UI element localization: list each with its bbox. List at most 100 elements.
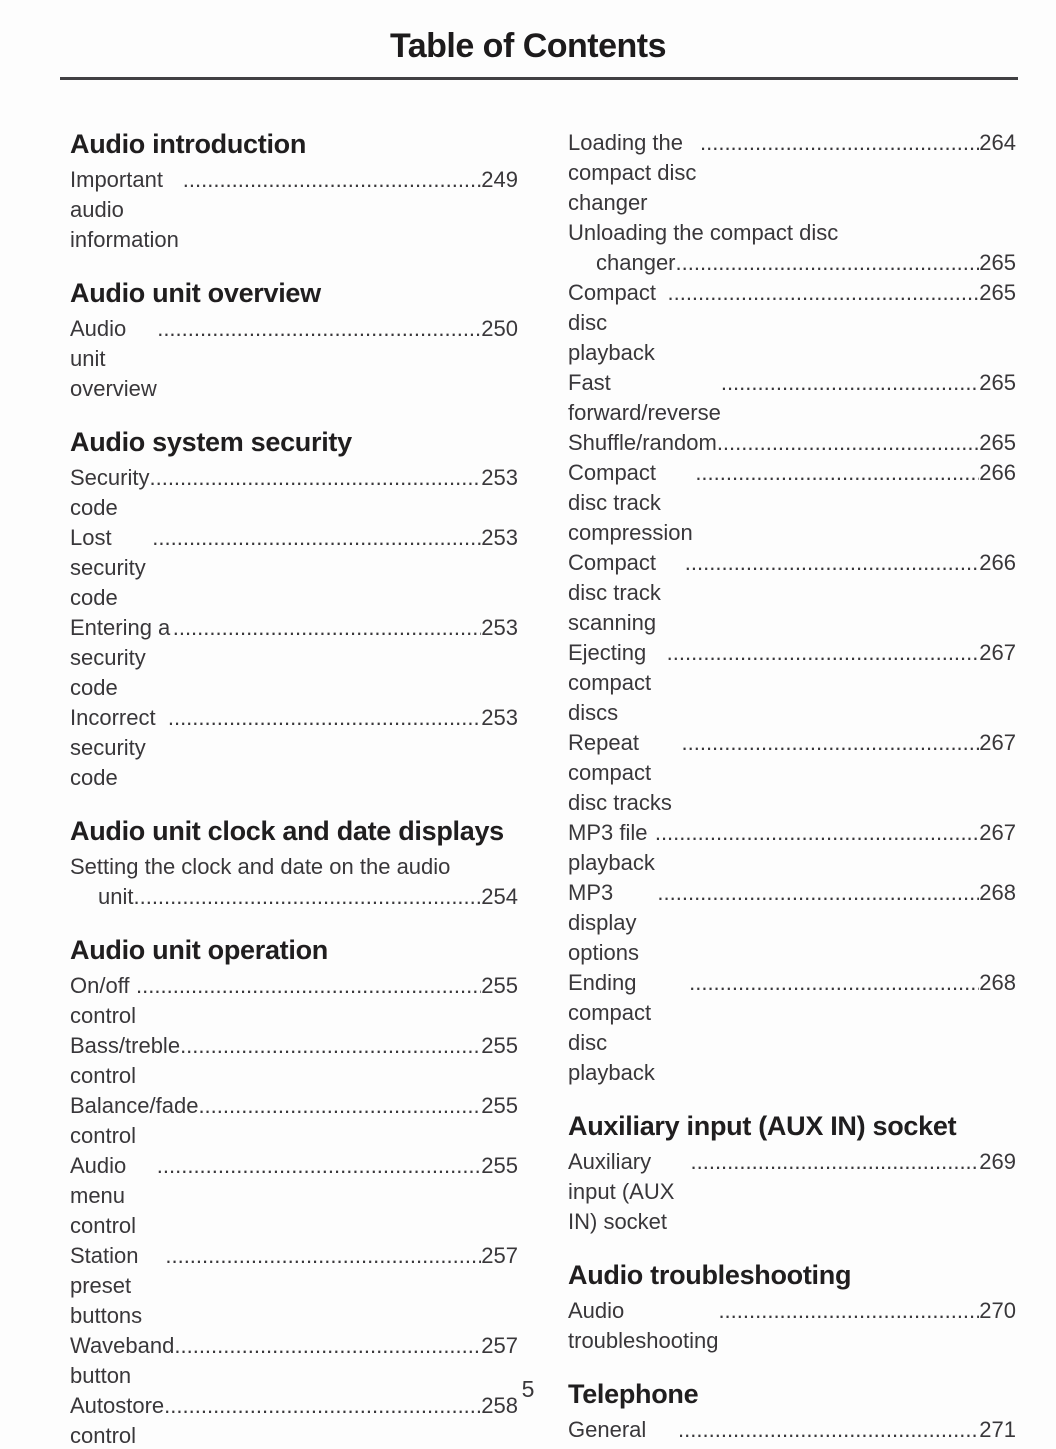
section-heading: Audio introduction (70, 129, 307, 159)
entry-label: Compact disc track compression (568, 460, 693, 545)
entry-dotted-line: Fast forward/reverse 265 (568, 368, 1016, 428)
entry-page-number: 257 (481, 1333, 518, 1358)
entry-page-number: 253 (481, 615, 518, 640)
toc-entry: MP3 file playback 267 (568, 818, 1016, 878)
toc-section: Audio unit overview Audio unit overview 25… (70, 277, 518, 404)
section-heading: Audio system security (70, 427, 352, 457)
toc-entry: Fast forward/reverse 265 (568, 368, 1016, 428)
entry-label: Lost security code (70, 525, 146, 610)
entry-page-number: 265 (979, 370, 1016, 395)
toc-column-2: Loading the compact disc changer 264 Unloa… (568, 128, 1016, 1449)
entry-label: Station preset buttons (70, 1243, 143, 1328)
entry-dotted-line: Ejecting compact discs 267 (568, 638, 1016, 728)
dot-leader (168, 703, 481, 733)
toc-entry: Repeat compact disc tracks 267 (568, 728, 1016, 818)
entry-label: Loading the compact disc changer (568, 130, 697, 215)
dot-leader (173, 613, 482, 643)
toc-section: Audio troubleshooting Audio troubleshooti… (568, 1259, 1016, 1356)
section-heading: Auxiliary input (AUX IN) socket (568, 1111, 957, 1141)
toc-entry: Shuffle/random 265 (568, 428, 1016, 458)
entry-label: Audio unit overview (70, 316, 157, 401)
entry-dotted-line: Audio menu control 255 (70, 1151, 518, 1241)
entry-dotted-line: Compact disc track scanning 266 (568, 548, 1016, 638)
entry-label: MP3 file playback (568, 820, 655, 875)
entry-dotted-line: General Information 271 (568, 1415, 1016, 1449)
entry-label: Balance/fade control (70, 1093, 199, 1148)
dot-leader (157, 314, 481, 344)
dot-leader (183, 165, 482, 195)
entry-label-line2: unit (98, 884, 134, 909)
entry-page-number: 268 (979, 970, 1016, 995)
toc-entry: Security code 253 (70, 463, 518, 523)
page-header: Table of Contents (0, 0, 1056, 66)
entry-page-number: 265 (979, 250, 1016, 275)
entry-dotted-line: MP3 file playback 267 (568, 818, 1016, 878)
section-heading: Audio unit overview (70, 278, 321, 308)
entry-page-number: 266 (979, 550, 1016, 575)
entry-page-number: 268 (979, 880, 1016, 905)
entry-label-line1: Unloading the compact disc (568, 220, 839, 245)
toc-entry: Auxiliary input (AUX IN) socket 269 (568, 1147, 1016, 1237)
entry-page-number: 271 (979, 1417, 1016, 1442)
toc-content: Audio introduction Important audio inform… (0, 80, 1056, 1449)
toc-column-1: Audio introduction Important audio inform… (70, 128, 518, 1449)
section-heading: Audio unit clock and date displays (70, 816, 504, 846)
entry-label: Autostore control (70, 1393, 165, 1448)
entry-page-number: 255 (481, 1033, 518, 1058)
dot-leader (682, 728, 980, 758)
entry-page-number: 255 (481, 1093, 518, 1118)
entry-label: Incorrect security code (70, 705, 156, 790)
entry-label-line1: Setting the clock and date on the audio (70, 854, 451, 879)
toc-section: Loading the compact disc changer 264 Unloa… (568, 128, 1016, 1088)
entry-label: Audio menu control (70, 1153, 137, 1238)
entry-dotted-line: Incorrect security code 253 (70, 703, 518, 793)
dot-leader (695, 458, 979, 488)
entry-page-number: 269 (979, 1149, 1016, 1174)
entry-dotted-line: Bass/treble control 255 (70, 1031, 518, 1091)
entry-label: Security code (70, 465, 150, 520)
toc-entry: Station preset buttons 257 (70, 1241, 518, 1331)
dot-leader (136, 971, 481, 1001)
entry-dotted-line: Audio unit overview 250 (70, 314, 518, 404)
toc-section: Auxiliary input (AUX IN) socket Auxiliary… (568, 1110, 1016, 1237)
entry-dotted-line: Waveband button 257 (70, 1331, 518, 1391)
entry-dotted-line: Compact disc playback 265 (568, 278, 1016, 368)
header-divider (60, 77, 1018, 80)
entry-page-number: 253 (481, 525, 518, 550)
entry-page-number: 253 (481, 705, 518, 730)
dot-leader (718, 1296, 979, 1326)
entry-label-line2: changer (596, 250, 676, 275)
dot-leader (717, 428, 979, 458)
toc-entry: Audio unit overview 250 (70, 314, 518, 404)
entry-dotted-line: Lost security code 253 (70, 523, 518, 613)
toc-entry: Compact disc track compression 266 (568, 458, 1016, 548)
entry-dotted-line: Autostore control 258 (70, 1391, 518, 1449)
entry-label: Auxiliary input (AUX IN) socket (568, 1149, 675, 1234)
dot-leader (152, 523, 481, 553)
entry-page-number: 257 (481, 1243, 518, 1268)
section-heading: Telephone (568, 1379, 699, 1409)
toc-entry: Unloading the compact disc changer 265 (568, 218, 1016, 278)
toc-entry: Ending compact disc playback 268 (568, 968, 1016, 1088)
toc-section: Audio unit clock and date displays Settin… (70, 815, 518, 912)
entry-dotted-line: Compact disc track compression 266 (568, 458, 1016, 548)
dot-leader (180, 1031, 481, 1061)
entry-page-number: 270 (979, 1298, 1016, 1323)
page-footer: 5 (0, 1376, 1056, 1403)
entry-page-number: 264 (979, 130, 1016, 155)
entry-page-number: 267 (979, 640, 1016, 665)
toc-entry: Autostore control 258 (70, 1391, 518, 1449)
toc-entry: MP3 display options 268 (568, 878, 1016, 968)
dot-leader (657, 878, 979, 908)
entry-label: Important audio information (70, 167, 179, 252)
entry-dotted-line: unit 254 (70, 882, 518, 912)
entry-page-number: 265 (979, 430, 1016, 455)
entry-dotted-line: Audio troubleshooting 270 (568, 1296, 1016, 1356)
entry-label: Ejecting compact discs (568, 640, 652, 725)
entry-page-number: 258 (481, 1393, 518, 1418)
page-number: 5 (521, 1376, 535, 1402)
entry-label: Shuffle/random (568, 430, 717, 455)
